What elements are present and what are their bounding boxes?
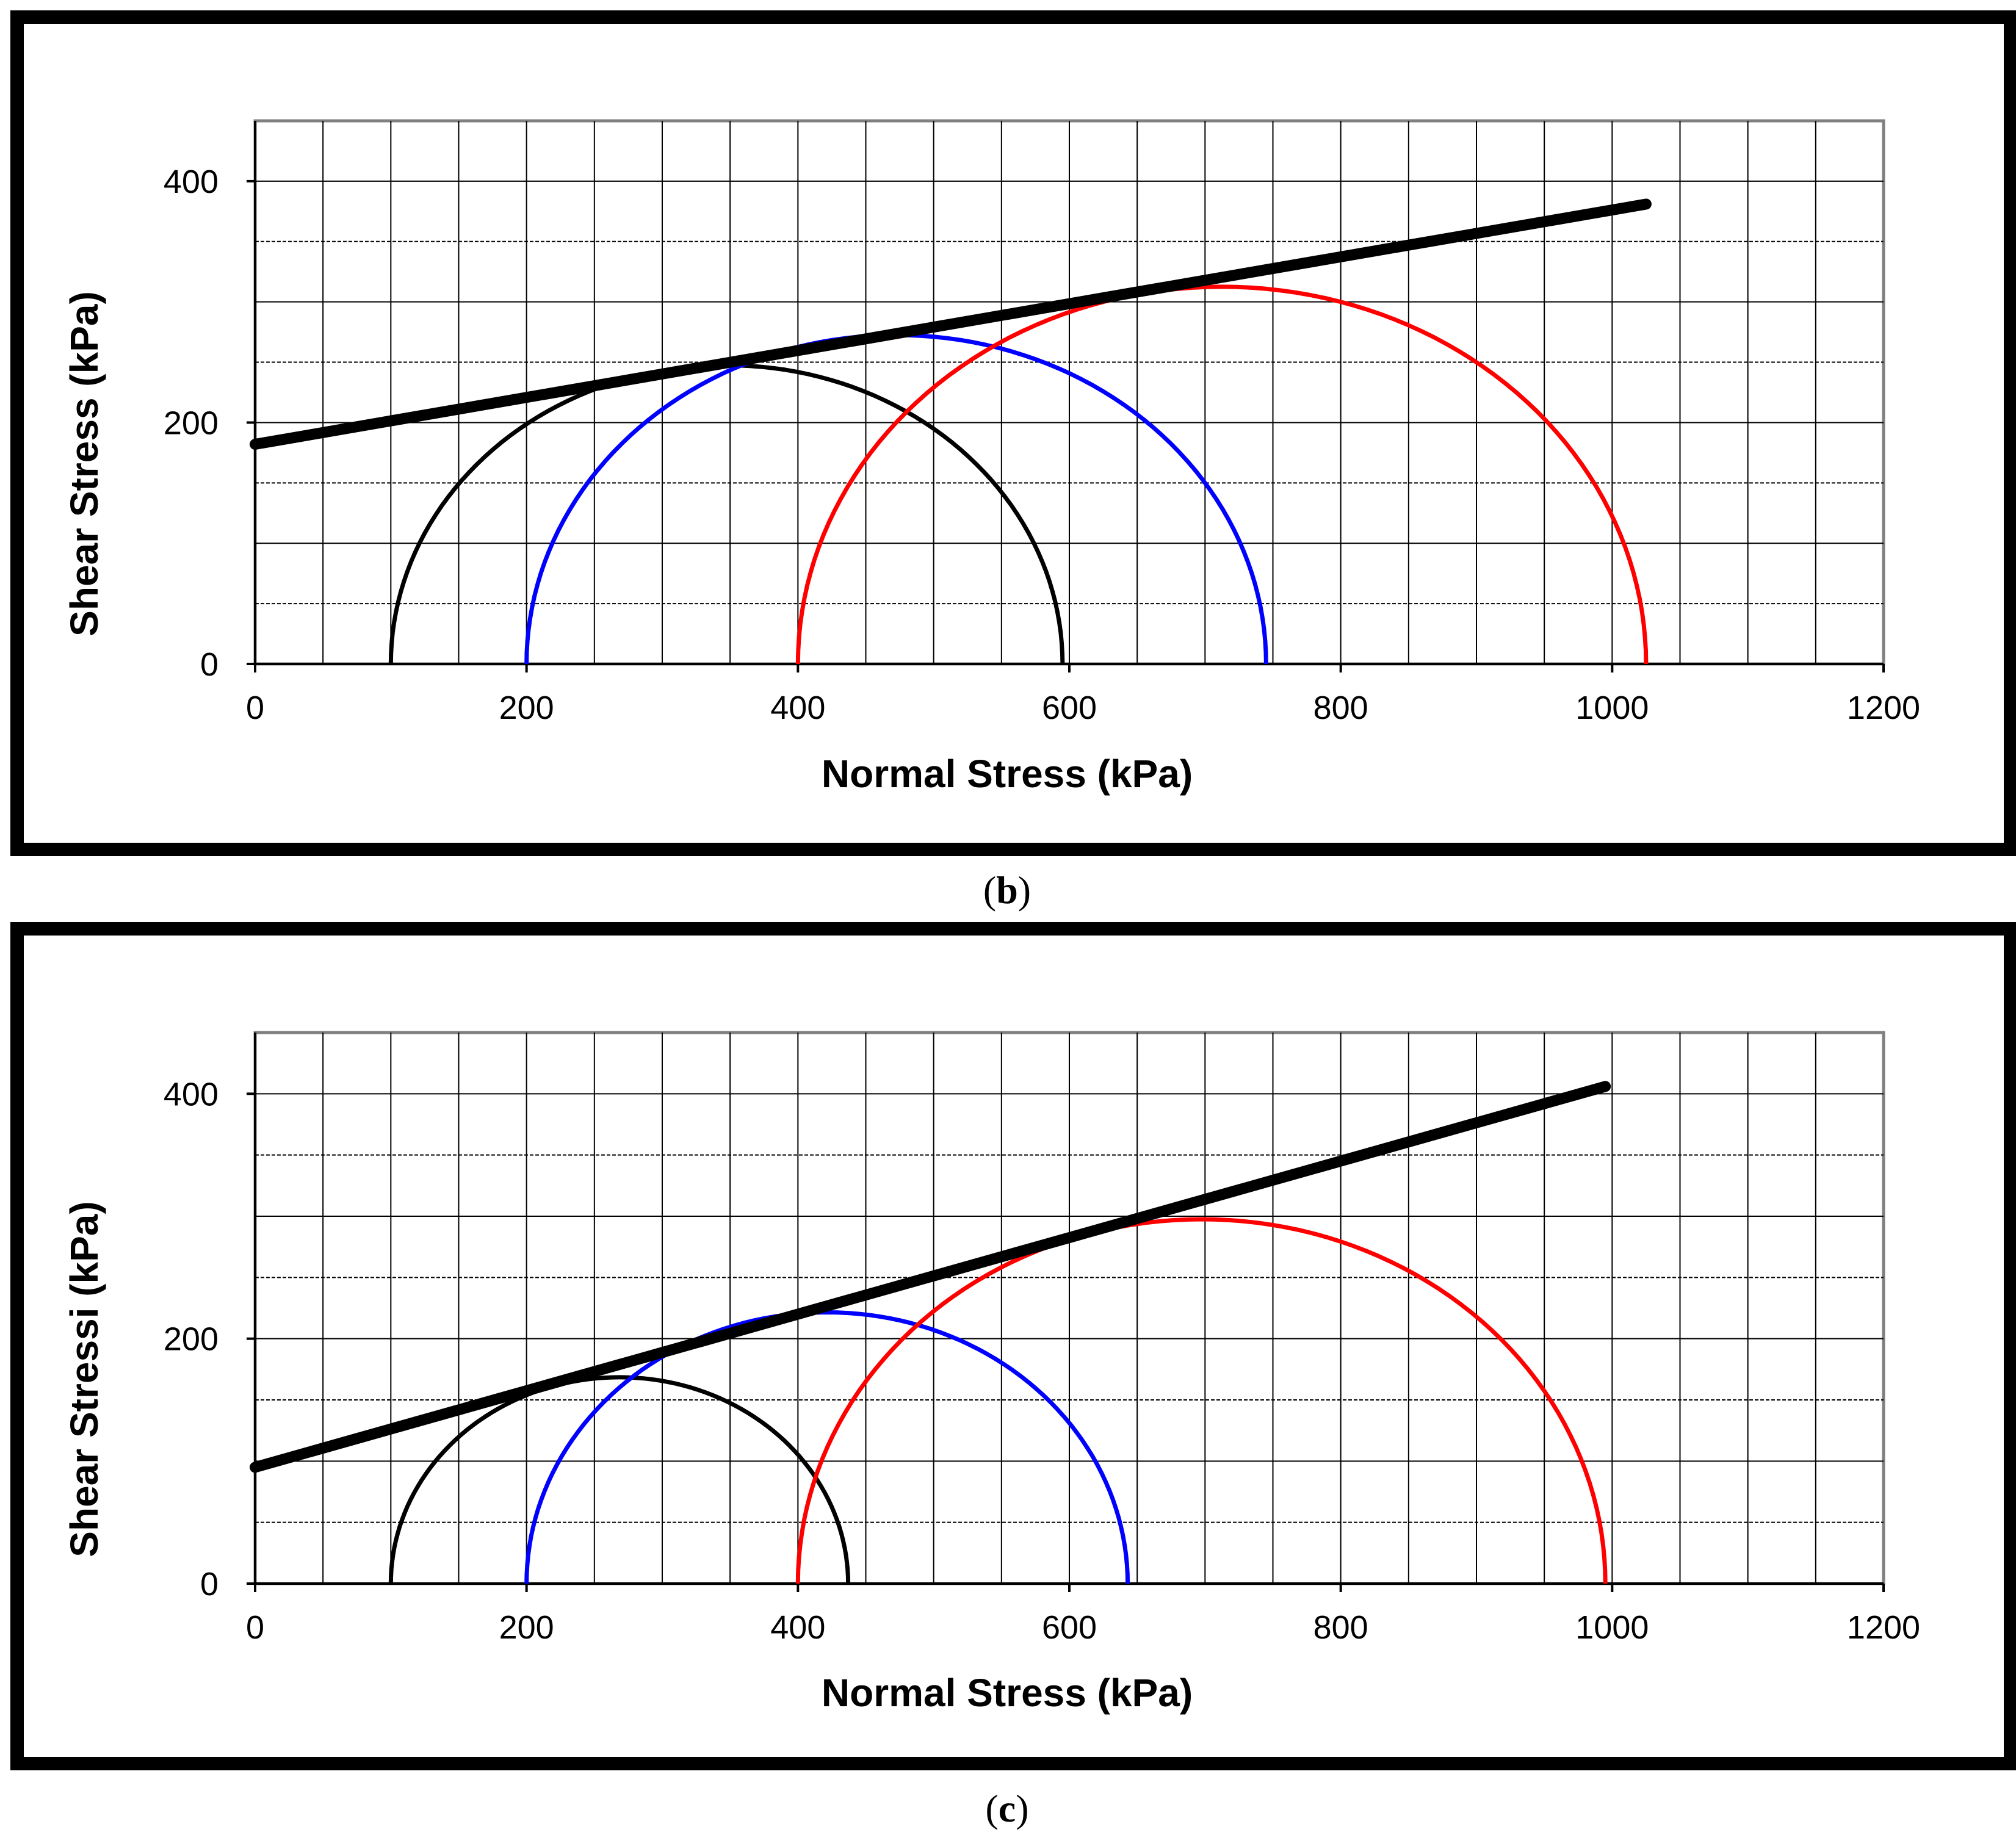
caption-letter: c — [999, 1787, 1016, 1830]
mohr-circle-1 — [388, 1375, 851, 1584]
panel-frame — [10, 10, 2016, 856]
mohr-circle-2 — [524, 1310, 1130, 1584]
panel-caption: (c) — [985, 1787, 1028, 1830]
chart-panel-c: 0 200 400 600 800 1000 1200 0 200 400 Normal Stres… — [10, 922, 2016, 1830]
y-tick-label: 400 — [164, 164, 219, 200]
x-axis-title: Normal Stress (kPa) — [822, 1671, 1193, 1715]
x-axis-title: Normal Stress (kPa) — [822, 752, 1193, 796]
caption-letter: b — [996, 868, 1018, 912]
mohr-circle-3 — [795, 1217, 1608, 1584]
caption-open-paren: ( — [985, 1787, 998, 1830]
x-tick-label: 400 — [770, 1609, 825, 1646]
panel-caption: (b) — [983, 868, 1031, 912]
x-tick-label: 1000 — [1575, 690, 1649, 726]
chart-panel-b: 0 200 400 600 800 1000 1200 0 200 400 Normal Stres… — [10, 10, 2016, 912]
failure-envelope — [250, 198, 1652, 450]
mohr-circle-3 — [795, 284, 1649, 665]
x-tick-label: 0 — [246, 690, 264, 726]
failure-envelope — [250, 1081, 1611, 1473]
y-tick-label: 0 — [200, 646, 219, 683]
caption-close-paren: ) — [1018, 868, 1031, 912]
y-axis-title: Shear Stress (kPa) — [62, 291, 106, 636]
x-tick-label: 600 — [1042, 1609, 1097, 1646]
y-tick-label: 0 — [200, 1566, 219, 1603]
caption-open-paren: ( — [983, 868, 996, 912]
x-tick-label: 1200 — [1847, 690, 1920, 726]
x-tick-label: 0 — [246, 1609, 264, 1646]
y-axis-title: Shear Stressi (kPa) — [62, 1201, 106, 1557]
x-tick-label: 600 — [1042, 690, 1097, 726]
x-tick-label: 800 — [1313, 1609, 1368, 1646]
x-tick-label: 200 — [499, 1609, 554, 1646]
x-tick-label: 200 — [499, 690, 554, 726]
caption-close-paren: ) — [1016, 1787, 1028, 1830]
y-tick-label: 200 — [164, 1321, 219, 1358]
y-tick-label: 400 — [164, 1076, 219, 1112]
panel-frame — [10, 922, 2016, 1770]
x-tick-label: 400 — [770, 690, 825, 726]
x-tick-label: 1200 — [1847, 1609, 1920, 1646]
y-tick-label: 200 — [164, 405, 219, 441]
x-tick-label: 800 — [1313, 690, 1368, 726]
x-tick-label: 1000 — [1575, 1609, 1649, 1646]
